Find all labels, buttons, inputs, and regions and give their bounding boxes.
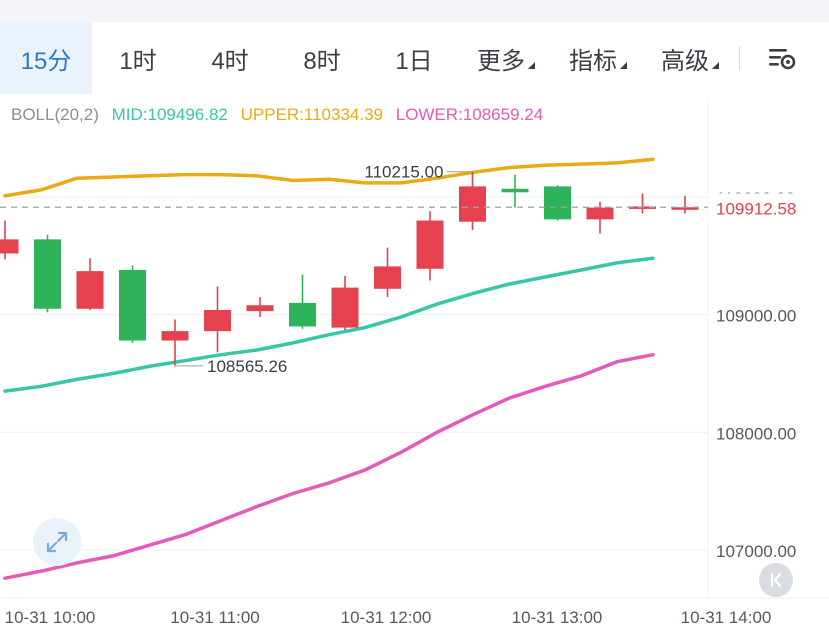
caret-down-icon bbox=[712, 61, 719, 69]
tab-label: 1时 bbox=[119, 47, 157, 75]
tab-1h[interactable]: 1时 bbox=[92, 22, 184, 94]
tab-4h[interactable]: 4时 bbox=[184, 22, 276, 94]
candle bbox=[374, 247, 401, 298]
boll-upper-line bbox=[3, 157, 655, 198]
tab-more-dropdown[interactable]: 更多 bbox=[460, 22, 552, 94]
tab-8h[interactable]: 8时 bbox=[276, 22, 368, 94]
current-price-label: 109912.58 bbox=[716, 199, 796, 218]
candle-body bbox=[544, 186, 571, 220]
candle bbox=[246, 297, 274, 318]
tab-1d[interactable]: 1日 bbox=[368, 22, 460, 94]
x-tick-label: 10-31 10:00 bbox=[5, 608, 96, 627]
x-tick-label: 10-31 14:00 bbox=[681, 608, 772, 627]
candle-body bbox=[416, 220, 444, 269]
high-annotation-label: 110215.00 bbox=[364, 163, 443, 182]
candle-body bbox=[501, 188, 529, 193]
tab-label: 指标 bbox=[569, 47, 617, 75]
tab-label: 更多 bbox=[477, 47, 525, 75]
boll-legend: BOLL(20,2) MID:109496.82 UPPER:110334.39… bbox=[11, 105, 551, 125]
candle bbox=[671, 195, 699, 214]
boll-mid-line bbox=[3, 256, 655, 393]
current-price-tag-bg bbox=[708, 193, 829, 222]
tab-advanced-dropdown[interactable]: 高级 bbox=[644, 22, 736, 94]
boll-mid-value: MID:109496.82 bbox=[111, 105, 228, 124]
boll-lower-line bbox=[3, 352, 655, 580]
candle-body bbox=[204, 309, 231, 332]
scroll-to-latest-icon bbox=[770, 572, 782, 588]
candle-body bbox=[246, 305, 274, 312]
chart-settings-button[interactable] bbox=[760, 22, 804, 94]
low-annotation-label: 108565.26 bbox=[207, 357, 287, 376]
candle bbox=[586, 201, 614, 234]
candle bbox=[76, 258, 104, 310]
tab-label: 4时 bbox=[211, 47, 249, 75]
y-tick-label: 109000.00 bbox=[716, 307, 796, 326]
candle-body bbox=[0, 239, 19, 254]
timeframe-tabbar: 15分 1时 4时 8时 1日 更多 指标 高级 bbox=[0, 22, 829, 94]
candle bbox=[204, 286, 231, 353]
candle-body bbox=[289, 302, 316, 327]
top-strip bbox=[0, 0, 829, 22]
boll-indicator-name: BOLL(20,2) bbox=[11, 105, 99, 124]
candle-body bbox=[161, 331, 189, 341]
tab-divider bbox=[739, 46, 740, 70]
candle-body bbox=[34, 239, 61, 309]
expand-chart-button[interactable] bbox=[33, 518, 81, 566]
candle bbox=[416, 211, 444, 281]
tab-label: 8时 bbox=[303, 47, 341, 75]
boll-lower-value: LOWER:108659.24 bbox=[395, 105, 544, 124]
candle-body bbox=[76, 271, 104, 309]
candle-body bbox=[671, 207, 699, 210]
scroll-to-latest-button[interactable] bbox=[759, 563, 793, 597]
boll-upper-value: UPPER:110334.39 bbox=[240, 105, 384, 124]
candle bbox=[501, 174, 529, 208]
candle bbox=[161, 319, 189, 366]
candle bbox=[544, 185, 571, 221]
tab-indicators-dropdown[interactable]: 指标 bbox=[552, 22, 644, 94]
candle bbox=[0, 220, 19, 260]
candle-body bbox=[374, 266, 401, 289]
candle bbox=[289, 274, 316, 329]
candle-body bbox=[459, 186, 486, 222]
y-tick-label: 107000.00 bbox=[716, 542, 796, 561]
tab-label: 1日 bbox=[395, 47, 433, 75]
candle-body bbox=[331, 287, 359, 328]
tab-label: 15分 bbox=[20, 47, 72, 75]
tab-label: 高级 bbox=[661, 47, 709, 75]
candle bbox=[331, 275, 359, 330]
tab-15m[interactable]: 15分 bbox=[0, 22, 92, 94]
caret-down-icon bbox=[528, 61, 535, 69]
x-tick-label: 10-31 13:00 bbox=[512, 608, 603, 627]
caret-down-icon bbox=[620, 61, 627, 69]
candle bbox=[119, 265, 146, 343]
x-tick-label: 10-31 12:00 bbox=[341, 608, 432, 627]
candle bbox=[459, 171, 486, 230]
chart-settings-icon bbox=[769, 49, 796, 70]
candle bbox=[34, 234, 61, 313]
expand-icon bbox=[46, 531, 68, 553]
x-tick-label: 10-31 11:00 bbox=[170, 608, 259, 627]
candle bbox=[629, 193, 656, 214]
candle-body bbox=[586, 207, 614, 220]
y-tick-label: 108000.00 bbox=[716, 424, 796, 443]
candle-body bbox=[119, 269, 146, 341]
